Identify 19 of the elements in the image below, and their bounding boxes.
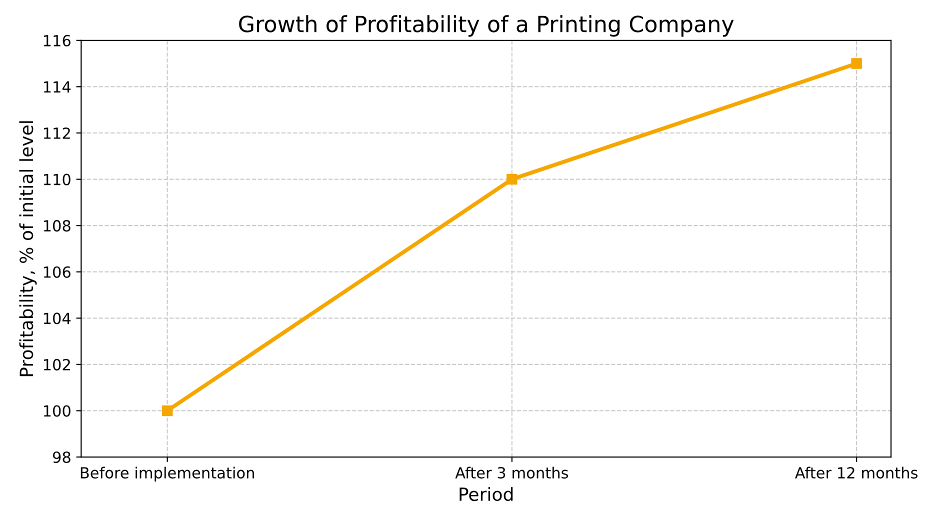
point [506, 174, 518, 185]
y-tick-label: 110 [44, 174, 70, 186]
y-tick-label: 100 [44, 405, 70, 417]
y-tick-label: 104 [44, 312, 71, 324]
x-axis-title: Period [460, 487, 513, 502]
chart-title: Growth of Profitability of a Printing Company [239, 15, 734, 37]
y-tick-label: 112 [44, 127, 70, 139]
x-tick-label: After 3 months [455, 466, 568, 479]
x-tick-label: Before implementation [80, 466, 254, 482]
y-tick-label: 102 [44, 358, 70, 370]
y-tick-label: 114 [44, 81, 71, 92]
point [851, 58, 862, 69]
point [162, 405, 173, 416]
y-tick-label: 116 [44, 34, 70, 46]
x-tick-label: After 12 months [794, 466, 918, 479]
y-tick-label: 108 [44, 220, 70, 232]
y-axis-title: Profitability, % of initial level [19, 121, 37, 376]
y-tick-label: 106 [44, 266, 70, 278]
y-tick-label: 98 [52, 451, 70, 464]
